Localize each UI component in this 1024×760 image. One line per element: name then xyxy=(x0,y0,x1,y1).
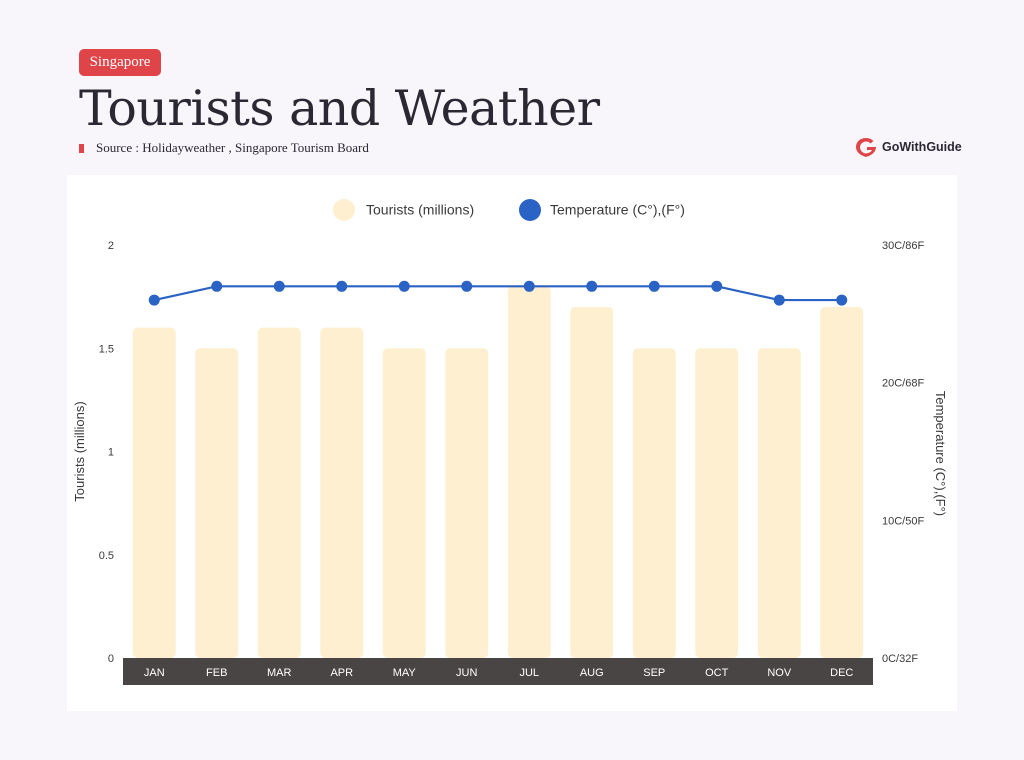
location-badge: Singapore xyxy=(79,49,161,76)
source-text: Source : Holidayweather , Singapore Tour… xyxy=(96,140,369,155)
x-tick-jun: JUN xyxy=(456,667,477,679)
x-tick-aug: AUG xyxy=(580,667,604,679)
tourist-bars xyxy=(132,286,864,658)
temp-point-aug xyxy=(586,280,598,292)
temp-point-oct xyxy=(711,280,723,292)
chart-legend: Tourists (millions) Temperature (C°),(F°) xyxy=(333,199,685,221)
y2-tick-label: 20C/68F xyxy=(882,378,924,390)
temp-point-dec xyxy=(836,294,848,306)
bar-sep xyxy=(632,348,676,658)
bar-aug xyxy=(570,306,614,658)
y-tick-label: 0 xyxy=(108,653,114,665)
x-tick-jan: JAN xyxy=(144,667,165,679)
temp-point-jul xyxy=(523,280,535,292)
bar-jul xyxy=(507,286,551,658)
bar-feb xyxy=(195,348,239,658)
legend-label-tourists: Tourists (millions) xyxy=(366,202,474,218)
y-tick-label: 0.5 xyxy=(99,550,114,562)
x-tick-sep: SEP xyxy=(643,667,665,679)
tourists-weather-chart: Tourists (millions) Temperature (C°),(F°)… xyxy=(72,199,948,685)
bar-apr xyxy=(320,327,364,658)
x-tick-mar: MAR xyxy=(267,667,292,679)
source-marker xyxy=(79,144,84,153)
x-axis-labels: JAN FEB MAR APR MAY JUN JUL AUG SEP OCT NOV DEC xyxy=(144,667,854,679)
legend-label-temperature: Temperature (C°),(F°) xyxy=(550,202,685,218)
x-axis-band xyxy=(123,658,873,685)
y2-axis-labels: 0C/32F 10C/50F 20C/68F 30C/86F xyxy=(882,240,924,665)
temp-point-jun xyxy=(461,280,473,292)
temp-point-may xyxy=(398,280,410,292)
y-axis-title: Tourists (millions) xyxy=(72,401,87,501)
temperature-line xyxy=(148,280,848,306)
temp-point-jan xyxy=(148,294,160,306)
bar-jan xyxy=(132,327,176,658)
logo-text: GoWithGuide xyxy=(882,140,962,154)
x-tick-jul: JUL xyxy=(519,667,539,679)
brand-logo: GoWithGuide xyxy=(854,136,962,158)
y-axis-labels: 0 0.5 1 1.5 2 xyxy=(99,240,114,665)
y2-tick-label: 0C/32F xyxy=(882,653,918,665)
bar-jun xyxy=(445,348,489,658)
legend-swatch-temperature xyxy=(519,199,541,221)
y2-tick-label: 30C/86F xyxy=(882,240,924,252)
x-tick-oct: OCT xyxy=(705,667,729,679)
temp-point-mar xyxy=(273,280,285,292)
x-tick-apr: APR xyxy=(330,667,353,679)
x-tick-may: MAY xyxy=(393,667,417,679)
x-tick-feb: FEB xyxy=(206,667,227,679)
x-tick-nov: NOV xyxy=(767,667,792,679)
temperature-polyline xyxy=(154,285,842,302)
y2-axis-title: Temperature (C°),(F°) xyxy=(933,391,948,516)
chart-card: Tourists (millions) Temperature (C°),(F°)… xyxy=(67,175,957,711)
legend-swatch-tourists xyxy=(333,199,355,221)
y-tick-label: 2 xyxy=(108,240,114,252)
bar-nov xyxy=(757,348,801,658)
x-tick-dec: DEC xyxy=(830,667,853,679)
temp-point-sep xyxy=(648,280,660,292)
gowithguide-logo-icon xyxy=(856,138,876,157)
y-tick-label: 1.5 xyxy=(99,343,114,355)
bar-dec xyxy=(820,306,864,658)
page-title: Tourists and Weather xyxy=(79,80,600,137)
y-tick-label: 1 xyxy=(108,447,114,459)
source-line: Source : Holidayweather , Singapore Tour… xyxy=(79,140,369,156)
temp-point-nov xyxy=(773,294,785,306)
temp-point-apr xyxy=(336,280,348,292)
bar-oct xyxy=(695,348,739,658)
bar-mar xyxy=(257,327,301,658)
y2-tick-label: 10C/50F xyxy=(882,515,924,527)
temp-point-feb xyxy=(211,280,223,292)
bar-may xyxy=(382,348,426,658)
